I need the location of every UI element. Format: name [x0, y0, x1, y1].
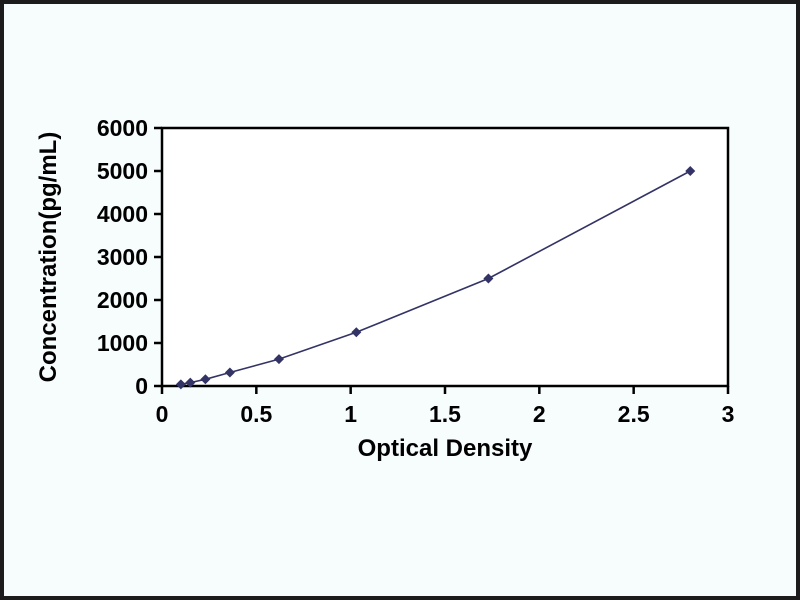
x-tick-label: 0.5 — [240, 401, 272, 427]
data-point-marker — [351, 327, 362, 338]
data-point-marker — [185, 377, 196, 388]
y-tick-label: 2000 — [97, 287, 148, 313]
y-tick-label: 6000 — [97, 115, 148, 141]
data-point-marker — [685, 166, 696, 176]
x-tick-label: 2 — [533, 401, 546, 427]
plot-area — [160, 126, 730, 388]
x-tick-label: 1.5 — [429, 401, 461, 427]
x-tick-label: 1 — [344, 401, 357, 427]
y-tick-label: 3000 — [97, 244, 148, 270]
x-axis-title: Optical Density — [358, 435, 533, 462]
y-axis-title: Concentration(pg/mL) — [35, 132, 62, 383]
y-tick-label: 1000 — [97, 330, 148, 356]
data-point-marker — [175, 379, 186, 390]
chart-canvas: 0 0.5 1 1.5 2 2.5 3 0 1000 2000 3000 4000 5000 6000 Op… — [35, 115, 735, 462]
data-point-marker — [273, 354, 284, 365]
x-tick-label: 2.5 — [618, 401, 650, 427]
x-tick-label: 0 — [156, 401, 169, 427]
y-tick-label: 4000 — [97, 201, 148, 227]
data-point-marker — [483, 273, 494, 284]
standard-curve-chart: 0 0.5 1 1.5 2 2.5 3 0 1000 2000 3000 4000 5000 6000 Op… — [4, 4, 796, 596]
x-tick-label: 3 — [722, 401, 735, 427]
data-point-marker — [200, 374, 211, 385]
y-tick-label: 0 — [135, 373, 148, 399]
data-point-marker — [224, 367, 235, 378]
y-tick-label: 5000 — [97, 158, 148, 184]
